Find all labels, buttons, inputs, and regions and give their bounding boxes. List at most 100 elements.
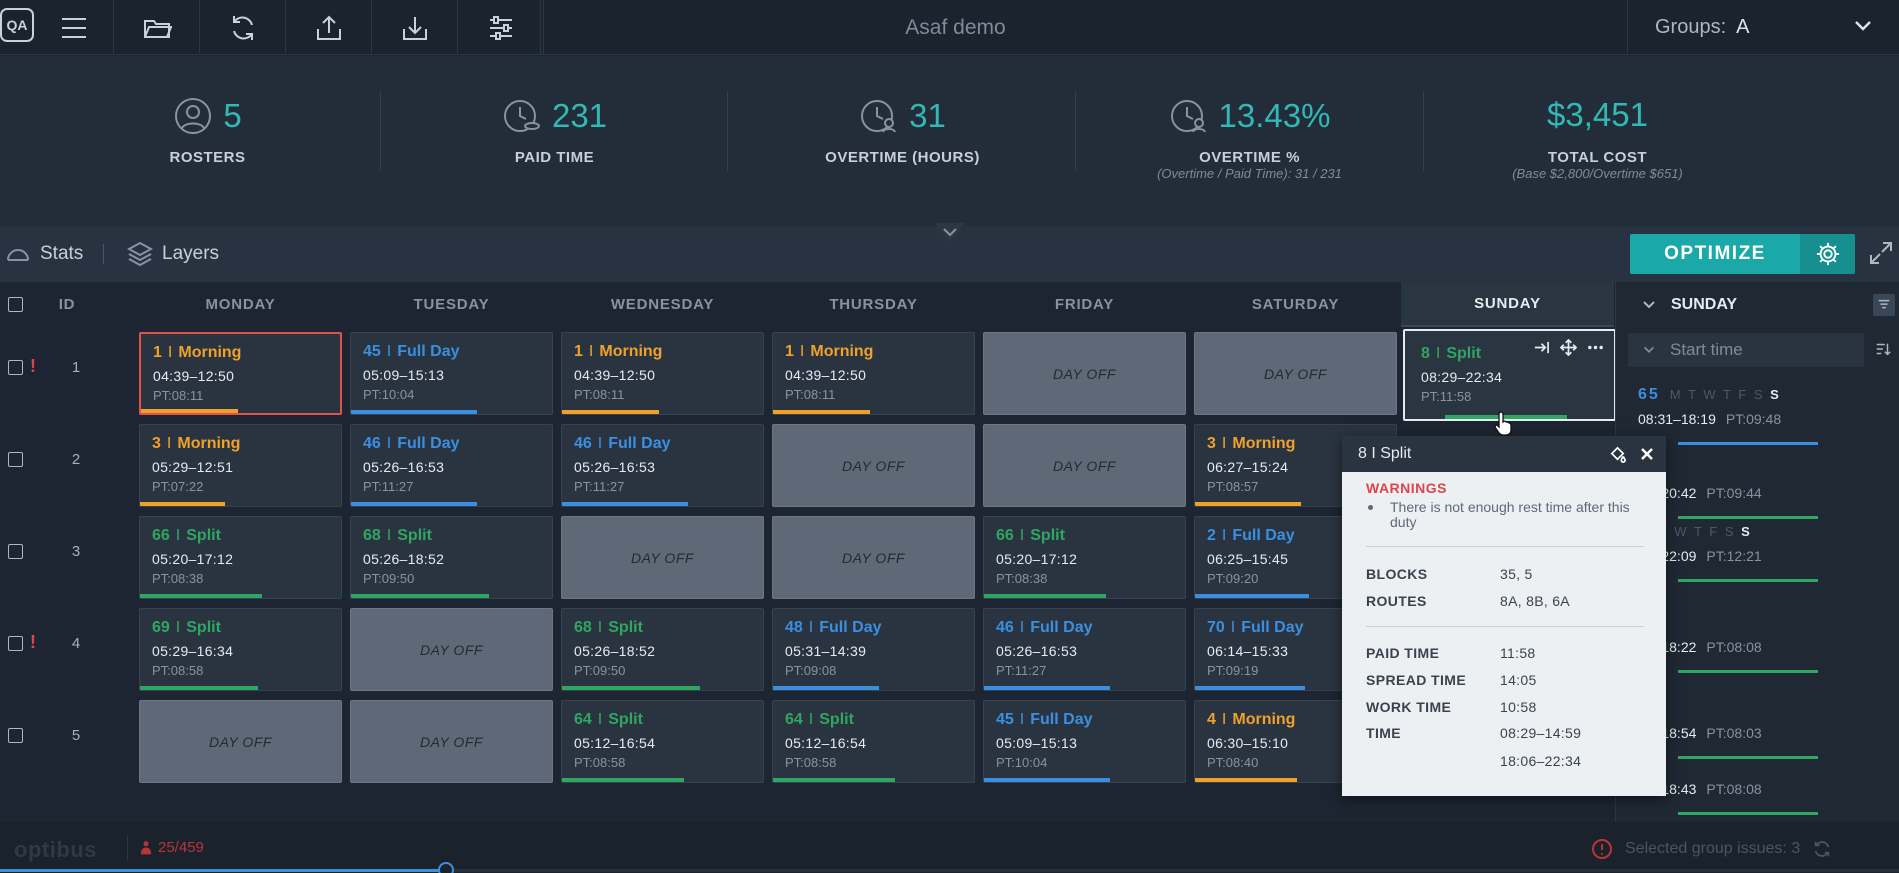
open-folder-button[interactable] xyxy=(114,0,200,55)
settings-sliders-button[interactable] xyxy=(458,0,544,55)
sort-icon[interactable] xyxy=(1874,340,1892,358)
day-off-cell[interactable]: DAY OFF xyxy=(350,700,553,783)
duty-cell[interactable]: 66 I Split 05:20–17:12 PT:08:38 xyxy=(983,516,1186,599)
panel-header[interactable]: SUNDAY xyxy=(1641,296,1737,314)
row-checkbox[interactable] xyxy=(8,728,23,743)
layers-toggle[interactable]: Layers xyxy=(126,240,219,268)
select-all-checkbox[interactable] xyxy=(8,297,23,312)
groups-dropdown[interactable]: Groups: A xyxy=(1627,0,1899,55)
day-off-cell[interactable]: DAY OFF xyxy=(350,608,553,691)
duty-timeline-bar xyxy=(562,686,700,690)
move-icon[interactable] xyxy=(1560,339,1577,356)
duty-cell[interactable]: 46 I Full Day 05:26–16:53 PT:11:27 xyxy=(983,608,1186,691)
column-header-tuesday[interactable]: TUESDAY xyxy=(413,296,490,313)
menu-button[interactable] xyxy=(34,0,114,55)
move-to-end-icon[interactable] xyxy=(1533,339,1550,356)
duty-cell[interactable]: 1 I Morning 04:39–12:50 PT:08:11 xyxy=(139,332,342,415)
duty-cell[interactable]: 1 I Morning 04:39–12:50 PT:08:11 xyxy=(772,332,975,415)
day-off-cell[interactable]: DAY OFF xyxy=(772,516,975,599)
expand-icon[interactable] xyxy=(1868,240,1894,266)
collapse-stats-icon[interactable] xyxy=(933,223,967,245)
gear-icon xyxy=(1816,242,1839,266)
duty-timeline-bar xyxy=(140,594,262,598)
refresh-button[interactable] xyxy=(200,0,286,55)
close-icon[interactable] xyxy=(1640,447,1654,461)
duty-number: 69 xyxy=(152,619,170,636)
row-checkbox[interactable] xyxy=(8,544,23,559)
column-header-saturday[interactable]: SATURDAY xyxy=(1251,296,1340,313)
day-off-cell[interactable]: DAY OFF xyxy=(139,700,342,783)
progress-knob[interactable] xyxy=(438,862,455,873)
duty-type: Full Day xyxy=(1030,711,1093,728)
column-header-thursday[interactable]: THURSDAY xyxy=(829,296,918,313)
row-checkbox[interactable] xyxy=(8,636,23,651)
duty-cell[interactable]: 45 I Full Day 05:09–15:13 PT:10:04 xyxy=(350,332,553,415)
day-off-cell[interactable]: DAY OFF xyxy=(561,516,764,599)
row-warning-icon[interactable]: ! xyxy=(30,356,36,376)
column-header-friday[interactable]: FRIDAY xyxy=(1054,296,1115,313)
panel-duty-item[interactable]: 65 M T W T F S S 08:31–18:19 PT:09:48 xyxy=(1638,386,1899,461)
duty-paid-time: PT:09:20 xyxy=(1207,571,1259,586)
paid-time-label: PAID TIME xyxy=(1366,645,1440,661)
stats-toggle[interactable]: Stats xyxy=(4,240,83,268)
duty-cell[interactable]: 46 I Full Day 05:26–16:53 PT:11:27 xyxy=(561,424,764,507)
duty-time: 05:09–15:13 xyxy=(996,735,1078,751)
clock-user-icon xyxy=(1170,100,1206,133)
row-checkbox[interactable] xyxy=(8,452,23,467)
group-issues[interactable]: Selected group issues: 3 xyxy=(1591,838,1832,860)
duty-days: S xyxy=(1638,460,1899,478)
duty-timeline-bar xyxy=(773,778,895,782)
popup-header: 8 I Split xyxy=(1342,436,1666,472)
violations-count[interactable]: 25/459 xyxy=(140,839,204,856)
duty-cell[interactable]: 68 I Split 05:26–18:52 PT:09:50 xyxy=(350,516,553,599)
start-time-filter[interactable]: Start time xyxy=(1628,333,1864,367)
separator: I xyxy=(597,711,603,728)
optimize-settings-button[interactable] xyxy=(1800,234,1855,274)
app-logo[interactable]: QA xyxy=(0,8,34,42)
duty-cell[interactable]: 68 I Split 05:26–18:52 PT:09:50 xyxy=(561,608,764,691)
duty-timeline-bar xyxy=(351,594,489,598)
blocks-value: 35, 5 xyxy=(1500,566,1533,582)
progress-slider[interactable] xyxy=(0,862,1899,873)
filter-button[interactable] xyxy=(1873,294,1895,316)
row-checkbox[interactable] xyxy=(8,360,23,375)
paint-bucket-icon[interactable] xyxy=(1608,445,1627,464)
column-header-monday[interactable]: MONDAY xyxy=(205,296,276,313)
duty-time: 05:26–18:52 xyxy=(574,643,656,659)
day-off-cell[interactable]: DAY OFF xyxy=(983,332,1186,415)
row-warning-icon[interactable]: ! xyxy=(30,632,36,652)
duty-cell[interactable]: 48 I Full Day 05:31–14:39 PT:09:08 xyxy=(772,608,975,691)
panel-duty-item[interactable]: I T W T F S S 36–22:09 PT:12:21 xyxy=(1638,523,1899,598)
refresh-icon[interactable] xyxy=(1812,839,1832,859)
user-icon xyxy=(175,98,212,134)
duty-cell[interactable]: 64 I Split 05:12–16:54 PT:08:58 xyxy=(772,700,975,783)
divider xyxy=(380,91,381,171)
duty-cell[interactable]: 66 I Split 05:20–17:12 PT:08:38 xyxy=(139,516,342,599)
more-icon[interactable] xyxy=(1587,339,1604,356)
download-button[interactable] xyxy=(372,0,458,55)
duty-timeline-bar xyxy=(1195,502,1301,506)
duty-cell[interactable]: 8 I Split 08:29–22:34 PT:11:58 xyxy=(1403,329,1616,421)
spread-time-value: 14:05 xyxy=(1500,672,1537,688)
duty-cell[interactable]: 3 I Morning 05:29–12:51 PT:07:22 xyxy=(139,424,342,507)
duty-time: 39–18:54 PT:08:03 xyxy=(1638,725,1899,741)
duty-cell[interactable]: 1 I Morning 04:39–12:50 PT:08:11 xyxy=(561,332,764,415)
duty-cell[interactable]: 64 I Split 05:12–16:54 PT:08:58 xyxy=(561,700,764,783)
export-button[interactable] xyxy=(286,0,372,55)
duty-timeline-bar xyxy=(1678,579,1818,582)
optimize-button[interactable]: OPTIMIZE xyxy=(1630,234,1800,274)
day-off-cell[interactable]: DAY OFF xyxy=(983,424,1186,507)
day-off-cell[interactable]: DAY OFF xyxy=(1194,332,1397,415)
duty-paid-time: PT:08:38 xyxy=(996,571,1048,586)
day-off-cell[interactable]: DAY OFF xyxy=(772,424,975,507)
duty-time: 04:39–12:50 xyxy=(153,368,235,384)
column-header-sunday[interactable]: SUNDAY xyxy=(1401,282,1614,327)
warning-text: There is not enough rest time after this… xyxy=(1390,499,1630,530)
duty-cell[interactable]: 46 I Full Day 05:26–16:53 PT:11:27 xyxy=(350,424,553,507)
separator: I xyxy=(1221,527,1227,544)
duty-cell[interactable]: 45 I Full Day 05:09–15:13 PT:10:04 xyxy=(983,700,1186,783)
duty-cell[interactable]: 69 I Split 05:29–16:34 PT:08:58 xyxy=(139,608,342,691)
column-header-wednesday[interactable]: WEDNESDAY xyxy=(610,296,715,313)
